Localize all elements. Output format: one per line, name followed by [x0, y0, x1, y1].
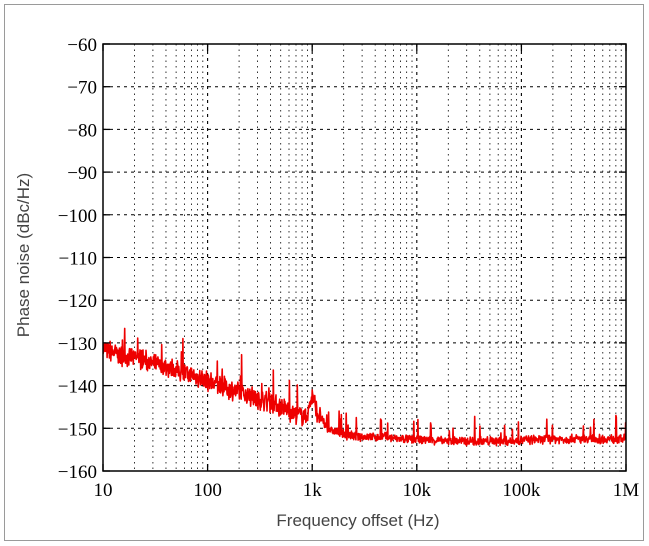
x-tick-label: 10k	[403, 480, 432, 501]
y-tick-label: −140	[58, 377, 97, 398]
x-tick-label: 100k	[502, 480, 541, 501]
phase-noise-trace	[103, 327, 626, 447]
y-tick-labels: −60 −70 −80 −90 −100 −110 −120 −130 −140 −150 −160	[58, 35, 97, 483]
y-tick-label: −160	[58, 462, 97, 483]
y-tick-label: −130	[58, 334, 97, 355]
y-tick-label: −90	[67, 163, 97, 184]
y-tick-label: −100	[58, 206, 97, 227]
grid	[103, 44, 626, 471]
phase-noise-chart: 10 100 1k 10k 100k 1M −60 −70 −80 −90 −100 −110 −12…	[14, 35, 640, 530]
x-tick-label: 100	[193, 480, 222, 501]
series-layer	[103, 327, 626, 447]
y-tick-label: −120	[58, 291, 97, 312]
y-tick-label: −110	[58, 249, 97, 270]
y-tick-label: −150	[58, 419, 97, 440]
x-tick-label: 1M	[613, 480, 640, 501]
y-tick-label: −80	[67, 120, 97, 141]
chart-frame: 10 100 1k 10k 100k 1M −60 −70 −80 −90 −100 −110 −12…	[4, 4, 644, 541]
x-axis-title: Frequency offset (Hz)	[276, 511, 439, 530]
y-tick-label: −60	[67, 35, 97, 56]
y-tick-label: −70	[67, 78, 97, 99]
x-tick-label: 10	[94, 480, 113, 501]
y-axis-title: Phase noise (dBc/Hz)	[14, 173, 33, 337]
x-tick-label: 1k	[303, 480, 323, 501]
x-tick-labels: 10 100 1k 10k 100k 1M	[94, 480, 640, 501]
tick-marks	[102, 43, 627, 472]
